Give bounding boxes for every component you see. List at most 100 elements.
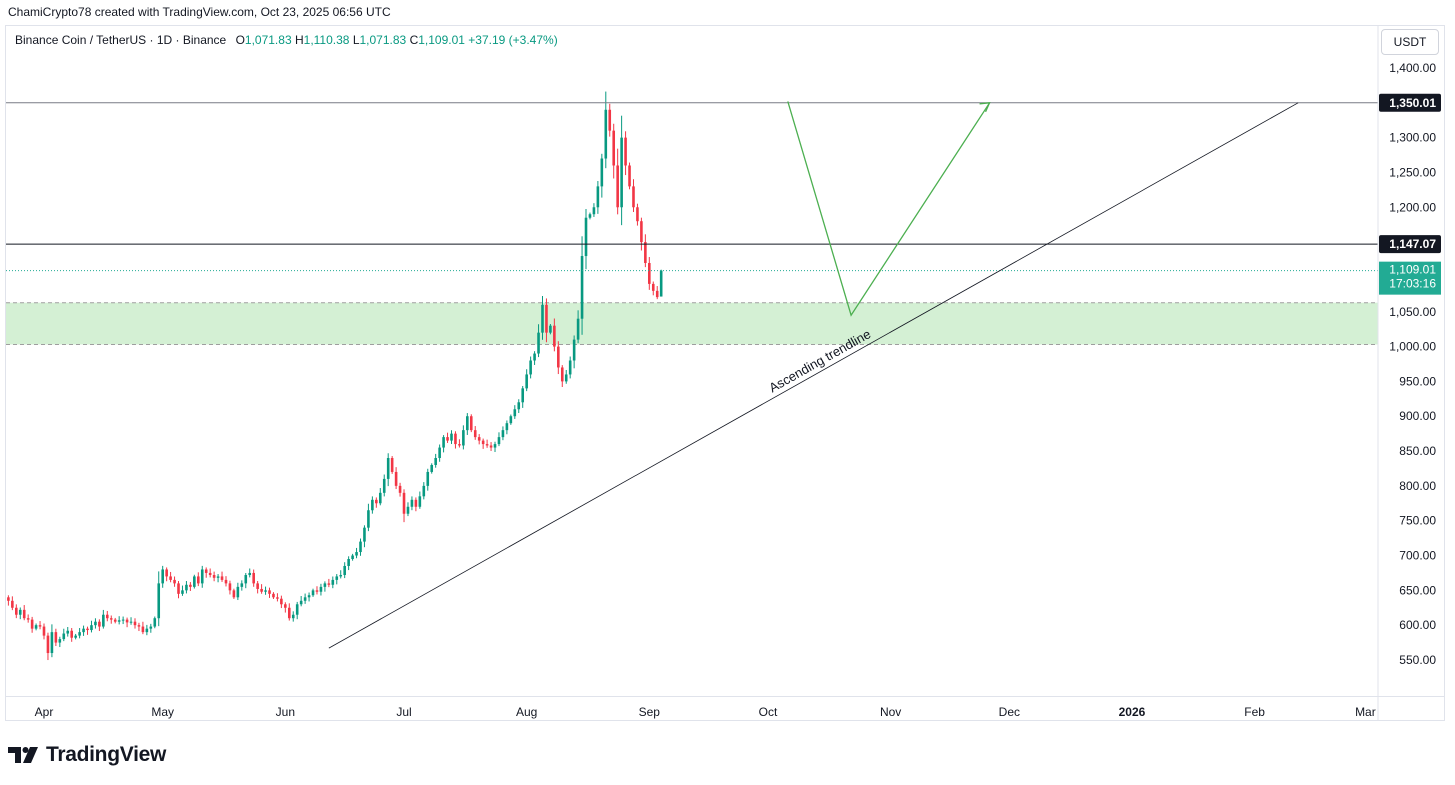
price-tick-label: 950.00 [1399, 374, 1436, 388]
price-tick-label: 1,250.00 [1389, 165, 1436, 179]
candle-body [212, 575, 216, 578]
candle-body [46, 635, 50, 654]
candle-body [386, 458, 390, 479]
candle-body [121, 619, 125, 621]
candle-body [15, 607, 18, 615]
candle-body [335, 576, 339, 580]
candle-body [165, 569, 168, 577]
candle-body [648, 262, 651, 284]
candle-body [588, 214, 592, 218]
high-value: 1,110.38 [303, 33, 350, 47]
time-tick-label: Oct [759, 705, 778, 719]
candle-body [406, 506, 410, 514]
low-label: L [352, 33, 360, 47]
candle-body [628, 165, 631, 187]
chart-frame [5, 25, 1445, 721]
candle-body [42, 626, 46, 636]
candle-body [34, 625, 38, 629]
candle-body [272, 593, 275, 598]
candle-body [501, 430, 505, 438]
candle-body [185, 584, 188, 591]
candle-body [525, 374, 528, 389]
candle-body [291, 614, 295, 619]
candle-body [659, 270, 663, 297]
candle-body [640, 221, 643, 243]
countdown-label: 17:03:16 [1389, 277, 1436, 291]
candle-body [232, 590, 236, 598]
candle-body [430, 464, 434, 472]
last-price-badge-label: 1,109.01 [1389, 263, 1436, 277]
candle-body [287, 607, 291, 619]
ascending-trendline [328, 102, 1299, 649]
candle-body [509, 416, 513, 424]
candle-body [564, 374, 568, 382]
candle-body [18, 609, 22, 615]
candle-body [644, 242, 647, 263]
projection-arrowhead [979, 102, 991, 113]
candle-body [208, 572, 212, 576]
price-tick-label: 650.00 [1399, 583, 1436, 597]
price-tick-label: 900.00 [1399, 409, 1436, 423]
candle-body [576, 318, 580, 340]
candle-body [149, 626, 153, 629]
candle-body [113, 619, 117, 622]
candle-body [371, 499, 374, 511]
candle-body [458, 444, 461, 446]
candle-body [557, 346, 560, 368]
candle-body [363, 527, 366, 542]
candle-body [224, 579, 228, 584]
candle-body [240, 583, 244, 587]
time-tick-label: Sep [639, 705, 661, 719]
candle-body [200, 569, 204, 584]
candle-body [220, 576, 224, 580]
candle-body [655, 290, 659, 298]
candle-body [560, 367, 564, 382]
candle-body [339, 575, 343, 577]
candle-body [394, 471, 398, 486]
candle-body [157, 583, 161, 619]
time-tick-label: May [151, 705, 174, 719]
candle-body [469, 416, 473, 431]
candle-body [129, 621, 133, 623]
currency-button[interactable]: USDT [1381, 29, 1439, 55]
candle-body [319, 586, 323, 592]
candle-body [248, 572, 252, 576]
time-tick-label: Apr [35, 705, 54, 719]
candle-body [549, 325, 552, 333]
candle-body [323, 583, 327, 587]
candle-body [70, 630, 73, 638]
candle-body [398, 485, 402, 493]
candle-body [280, 598, 283, 605]
time-tick-label: Jul [396, 705, 411, 719]
candle-body [620, 137, 623, 208]
projection-path [787, 101, 991, 317]
candle-body [86, 628, 89, 631]
brand-name: TradingView [46, 743, 167, 766]
candle-body [3, 597, 6, 605]
candle-body [284, 604, 287, 608]
open-value: 1,071.83 [244, 33, 292, 47]
price-tick-label: 1,200.00 [1389, 200, 1436, 214]
last-price-badge [1379, 261, 1441, 295]
candle-body [473, 430, 477, 438]
candle-body [38, 625, 42, 627]
candle-body [414, 499, 418, 507]
level-badge-label: 1,147.07 [1389, 237, 1436, 251]
tradingview-logo-icon [8, 747, 38, 763]
candle-body [608, 109, 612, 131]
level-badge-label: 1,350.01 [1389, 96, 1436, 110]
candle-body [493, 444, 497, 448]
ohlc-legend: Binance Coin / TetherUS · 1D · Binance O… [15, 33, 558, 47]
candle-body [307, 595, 311, 598]
candle-body [553, 325, 556, 347]
candle-body [624, 137, 627, 166]
candle-body [137, 625, 141, 627]
candle-body [74, 635, 77, 638]
candle-body [485, 444, 489, 446]
candle-body [22, 609, 26, 619]
candle-body [505, 423, 509, 431]
price-tick-label: 600.00 [1399, 618, 1436, 632]
price-tick-label: 550.00 [1399, 653, 1436, 667]
candle-body [102, 614, 105, 627]
